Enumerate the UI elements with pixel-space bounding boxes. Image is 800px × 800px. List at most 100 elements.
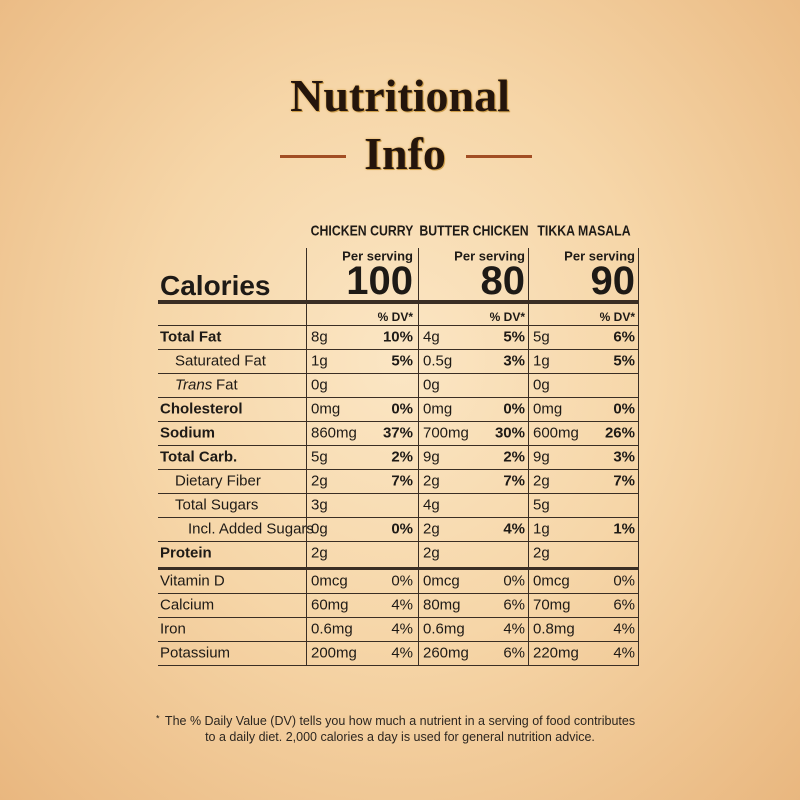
calories-label: Calories bbox=[160, 270, 271, 301]
serving-label: Per serving bbox=[564, 248, 635, 264]
daily-value: 4% bbox=[613, 644, 635, 662]
title-line1: Nutritional bbox=[290, 70, 510, 121]
row-label-italic: Trans bbox=[175, 376, 213, 394]
daily-value: 4% bbox=[391, 620, 413, 638]
amount: 0g bbox=[311, 376, 328, 394]
dv-header: % DV* bbox=[377, 310, 413, 324]
row-line bbox=[158, 325, 639, 326]
amount: 2g bbox=[311, 472, 328, 490]
product-name: TIKKA MASALA bbox=[536, 222, 631, 240]
daily-value: 5% bbox=[503, 328, 525, 346]
daily-value: 30% bbox=[494, 424, 525, 442]
amount: 0.5g bbox=[423, 352, 453, 370]
row-label: Calcium bbox=[160, 596, 215, 614]
amount: 0g bbox=[423, 376, 440, 394]
amount: 2g bbox=[423, 472, 440, 490]
row-label: Protein bbox=[160, 544, 212, 562]
row-label: Fat bbox=[216, 376, 238, 394]
amount: 5g bbox=[311, 448, 328, 466]
daily-value: 7% bbox=[613, 472, 635, 490]
amount: 700mg bbox=[423, 424, 469, 442]
row-label: Total Fat bbox=[160, 328, 222, 346]
daily-value: 6% bbox=[613, 328, 635, 346]
amount: 600mg bbox=[533, 424, 579, 442]
footnote-mark: * bbox=[156, 713, 160, 724]
bottom-line bbox=[158, 665, 639, 666]
daily-value: 0% bbox=[613, 572, 635, 590]
row-label: Vitamin D bbox=[160, 572, 225, 590]
daily-value: 0% bbox=[503, 572, 525, 590]
amount: 2g bbox=[423, 520, 440, 538]
daily-value: 0% bbox=[613, 400, 635, 418]
daily-value: 6% bbox=[503, 596, 525, 614]
amount: 260mg bbox=[423, 644, 469, 662]
row-line bbox=[158, 641, 639, 642]
daily-value: 4% bbox=[503, 520, 525, 538]
row-line bbox=[158, 349, 639, 350]
amount: 9g bbox=[423, 448, 440, 466]
row-line bbox=[158, 397, 639, 398]
amount: 70mg bbox=[533, 596, 571, 614]
footnote-line: The % Daily Value (DV) tells you how muc… bbox=[164, 713, 636, 728]
row-line bbox=[158, 569, 639, 570]
section-rule bbox=[158, 567, 639, 570]
row-line bbox=[158, 445, 639, 446]
column-line bbox=[638, 248, 639, 665]
row-label: Potassium bbox=[160, 644, 231, 662]
daily-value: 37% bbox=[382, 424, 413, 442]
title-line2: Info bbox=[364, 128, 446, 179]
title-rule bbox=[280, 155, 346, 158]
daily-value: 5% bbox=[613, 352, 635, 370]
daily-value: 1% bbox=[613, 520, 635, 538]
daily-value: 26% bbox=[604, 424, 635, 442]
column-line bbox=[306, 248, 307, 665]
daily-value: 0% bbox=[391, 400, 413, 418]
daily-value: 5% bbox=[391, 352, 413, 370]
amount: 0.6mg bbox=[423, 620, 465, 638]
amount: 1g bbox=[533, 352, 550, 370]
calories-value: 90 bbox=[590, 259, 636, 303]
daily-value: 3% bbox=[613, 448, 635, 466]
row-label: Total Sugars bbox=[175, 496, 259, 514]
row-line bbox=[158, 421, 639, 422]
amount: 220mg bbox=[533, 644, 579, 662]
daily-value: 0% bbox=[391, 572, 413, 590]
daily-value: 4% bbox=[613, 620, 635, 638]
row-line bbox=[158, 373, 639, 374]
amount: 2g bbox=[533, 472, 550, 490]
amount: 4g bbox=[423, 496, 440, 514]
amount: 1g bbox=[311, 352, 328, 370]
serving-label: Per serving bbox=[454, 248, 525, 264]
amount: 0g bbox=[311, 520, 328, 538]
footnote-line: to a daily diet. 2,000 calories a day is… bbox=[205, 729, 595, 744]
daily-value: 4% bbox=[391, 644, 413, 662]
row-label: Incl. Added Sugars bbox=[188, 520, 314, 538]
row-label: Cholesterol bbox=[160, 400, 243, 418]
column-line bbox=[418, 248, 419, 665]
amount: 0mcg bbox=[533, 572, 570, 590]
amount: 80mg bbox=[423, 596, 461, 614]
row-line bbox=[158, 517, 639, 518]
daily-value: 7% bbox=[391, 472, 413, 490]
row-line bbox=[158, 493, 639, 494]
serving-label: Per serving bbox=[342, 248, 413, 264]
calories-value: 100 bbox=[346, 259, 413, 303]
daily-value: 4% bbox=[503, 620, 525, 638]
row-label: Sodium bbox=[160, 424, 215, 442]
dv-header: % DV* bbox=[599, 310, 635, 324]
amount: 0mcg bbox=[423, 572, 460, 590]
amount: 4g bbox=[423, 328, 440, 346]
amount: 2g bbox=[533, 544, 550, 562]
amount: 3g bbox=[311, 496, 328, 514]
amount: 0mcg bbox=[311, 572, 348, 590]
row-label: Dietary Fiber bbox=[175, 472, 261, 490]
amount: 0.6mg bbox=[311, 620, 353, 638]
row-label: Iron bbox=[160, 620, 186, 638]
amount: 5g bbox=[533, 496, 550, 514]
column-line bbox=[528, 248, 529, 665]
daily-value: 7% bbox=[503, 472, 525, 490]
calories-value: 80 bbox=[480, 259, 526, 303]
product-name: CHICKEN CURRY bbox=[310, 222, 413, 240]
row-line bbox=[158, 469, 639, 470]
